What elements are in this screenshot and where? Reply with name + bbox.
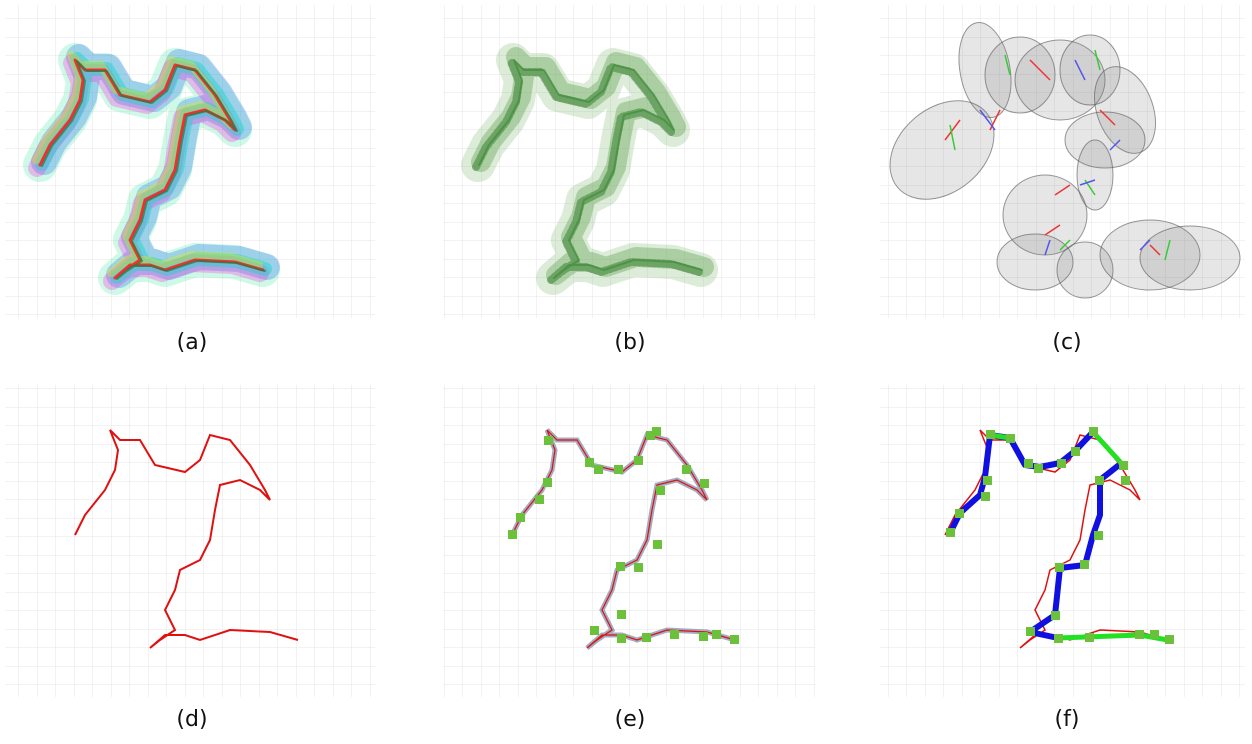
panel-label: (d) xyxy=(176,707,207,732)
nodes-part xyxy=(955,509,964,518)
nodes-part xyxy=(981,492,990,501)
nodes-part xyxy=(1095,476,1104,485)
nodes-part xyxy=(1024,459,1033,468)
panel-label: (f) xyxy=(1055,707,1080,732)
nodes-part xyxy=(1150,630,1159,639)
nodes-part xyxy=(1071,447,1080,456)
nodes-part xyxy=(986,430,995,439)
nodes-part xyxy=(1055,563,1064,572)
page: {"panels": [ {"label": "(a)"}, {"label":… xyxy=(0,0,1252,744)
nodes-part xyxy=(1094,531,1103,540)
nodes-part xyxy=(1089,427,1098,436)
nodes-part xyxy=(682,465,691,474)
nodes-part xyxy=(585,458,594,467)
nodes-part xyxy=(730,635,739,644)
nodes-part xyxy=(535,495,544,504)
nodes-part xyxy=(590,626,599,635)
grid-f xyxy=(880,385,1245,697)
panel-label: (c) xyxy=(1052,330,1081,355)
panel-label: (a) xyxy=(177,330,208,355)
nodes-part xyxy=(1026,627,1035,636)
nodes-part xyxy=(1057,459,1066,468)
nodes-part xyxy=(983,476,992,485)
nodes-part xyxy=(594,465,603,474)
nodes-part xyxy=(1135,630,1144,639)
nodes-part xyxy=(617,634,626,643)
nodes-part xyxy=(653,540,662,549)
grid-e xyxy=(443,385,815,697)
nodes-part xyxy=(699,632,708,641)
nodes-part xyxy=(642,633,651,642)
panel-label: (e) xyxy=(615,707,646,732)
nodes-part xyxy=(1051,611,1060,620)
nodes-part xyxy=(652,427,661,436)
grid-d xyxy=(5,385,375,697)
panel-label: (b) xyxy=(614,330,645,355)
nodes-part xyxy=(508,530,517,539)
nodes-part xyxy=(1121,476,1130,485)
nodes-part xyxy=(543,478,552,487)
nodes-part xyxy=(1054,634,1063,643)
figure: (a) (b) (c) (d) (e) (f) xyxy=(0,0,1252,744)
nodes-part xyxy=(616,562,625,571)
nodes-part xyxy=(656,486,665,495)
nodes-part xyxy=(712,630,721,639)
nodes-part xyxy=(1085,633,1094,642)
nodes-part xyxy=(516,513,525,522)
nodes-part xyxy=(1006,434,1015,443)
nodes-part xyxy=(1034,464,1043,473)
ellipsoids-part xyxy=(1140,226,1240,290)
nodes-part xyxy=(1119,461,1128,470)
nodes-part xyxy=(1080,560,1089,569)
figure-page: (a) (b) (c) (d) (e) (f) (() => { const d… xyxy=(0,0,1252,744)
nodes-part xyxy=(634,563,643,572)
nodes-part xyxy=(670,630,679,639)
nodes-part xyxy=(544,436,553,445)
nodes-part xyxy=(614,465,623,474)
nodes-part xyxy=(946,528,955,537)
nodes-part xyxy=(617,610,626,619)
nodes-part xyxy=(700,479,709,488)
nodes-part xyxy=(634,456,643,465)
nodes-part xyxy=(1165,635,1174,644)
